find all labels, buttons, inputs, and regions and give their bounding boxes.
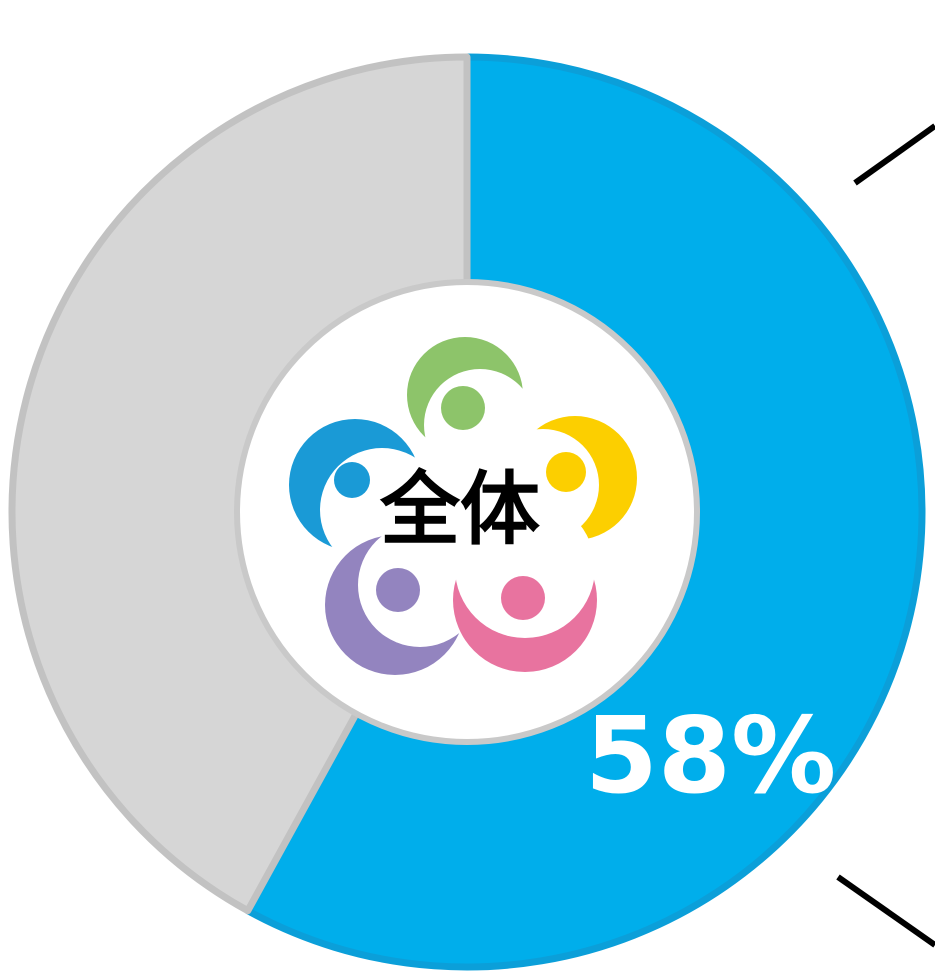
- logo-head: [501, 576, 545, 620]
- logo-head: [334, 462, 370, 498]
- logo: [289, 337, 637, 675]
- logo-head: [376, 568, 420, 612]
- logo-cut: [455, 498, 595, 638]
- logo-cut: [358, 523, 482, 647]
- logo-head: [441, 386, 485, 430]
- connector-line: [836, 874, 935, 948]
- value-label: 58%: [585, 695, 836, 817]
- connector-line: [853, 123, 935, 186]
- logo-head: [546, 452, 586, 492]
- labels: 58%: [585, 695, 836, 817]
- center-label: 全体: [379, 463, 540, 556]
